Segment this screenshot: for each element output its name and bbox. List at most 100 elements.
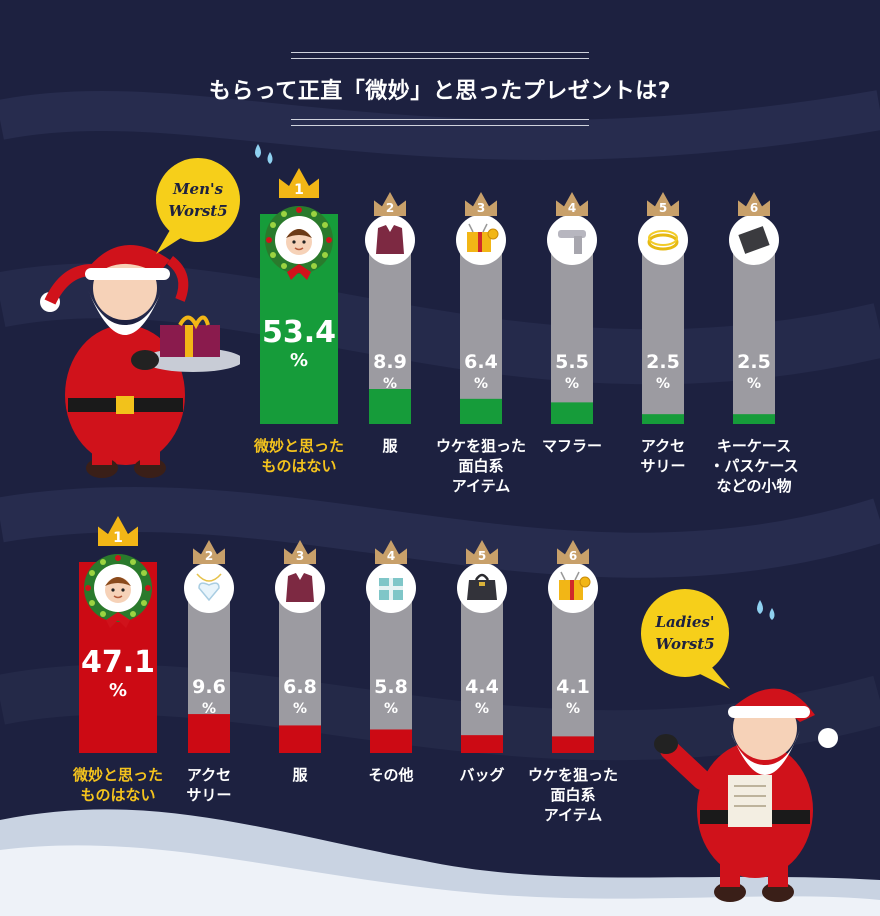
bar-group-top-rank: 47.1% 微妙と思ったものはない xyxy=(72,554,163,804)
rank-number: 6 xyxy=(750,201,758,215)
unit-label: % xyxy=(475,701,489,717)
scarf-icon xyxy=(558,230,586,254)
title-block: もらって正直「微妙」と思ったプレゼントは? xyxy=(0,52,880,126)
value-label: 2.5 xyxy=(737,351,771,373)
value-label: 6.4 xyxy=(464,351,498,373)
bar-group: 6.8% 服 xyxy=(275,562,325,784)
mens-badge-line1: Men's xyxy=(172,180,224,198)
title-rule-bottom xyxy=(291,119,589,126)
bar-group: 2.5% キーケース・パスケースなどの小物 xyxy=(709,214,799,495)
ladies-badge-line1: Ladies' xyxy=(654,613,714,631)
category-label: キーケース・パスケースなどの小物 xyxy=(709,437,798,495)
bar xyxy=(552,736,594,753)
bar-track-body xyxy=(733,235,775,424)
crown-icon: 1 xyxy=(279,168,319,198)
category-label: アクセサリー xyxy=(186,766,231,804)
handbag-icon xyxy=(467,573,497,600)
value-label: 6.8 xyxy=(283,676,317,698)
category-label: その他 xyxy=(368,766,413,784)
bar xyxy=(279,725,321,753)
gift-box-icon xyxy=(379,578,403,600)
gift-toy-icon xyxy=(467,223,499,252)
rank-number: 4 xyxy=(568,201,576,215)
bar-group: 5.5% マフラー xyxy=(542,214,602,455)
bar-group: 4.1% ウケを狙った面白系アイテム xyxy=(528,562,618,824)
unit-label: % xyxy=(293,701,307,717)
rank-number: 3 xyxy=(477,201,485,215)
bar-track-body xyxy=(460,235,502,424)
category-label: マフラー xyxy=(542,437,602,455)
crown-icon: 2 xyxy=(193,540,225,564)
crown-icon: 4 xyxy=(375,540,407,564)
bar xyxy=(733,414,775,424)
category-label: ウケを狙った面白系アイテム xyxy=(528,766,618,824)
value-label: 53.4 xyxy=(262,315,336,350)
rank-number: 5 xyxy=(478,549,486,563)
unit-label: % xyxy=(474,376,488,392)
unit-label: % xyxy=(202,701,216,717)
bar-group: 2.5% アクセサリー xyxy=(638,214,688,475)
ribbon-icon xyxy=(287,264,311,280)
shirt-icon xyxy=(286,573,314,602)
rank-number: 5 xyxy=(659,201,667,215)
rank-number: 1 xyxy=(294,182,304,198)
unit-label: % xyxy=(566,701,580,717)
unit-label: % xyxy=(656,376,670,392)
bar xyxy=(369,389,411,424)
category-label: アクセサリー xyxy=(640,437,685,475)
ribbon-icon xyxy=(106,612,130,628)
value-label: 8.9 xyxy=(373,351,407,373)
crown-icon: 1 xyxy=(98,516,138,546)
bar-track-body xyxy=(551,235,593,424)
value-label: 9.6 xyxy=(192,676,226,698)
key-case-icon xyxy=(738,226,770,254)
category-label: 微妙と思ったものはない xyxy=(253,437,344,475)
gift-toy-icon xyxy=(559,571,591,600)
ladies-badge-line2: Worst5 xyxy=(655,635,714,653)
bar xyxy=(461,735,503,753)
rank-number: 2 xyxy=(205,549,213,563)
value-label: 5.5 xyxy=(555,351,589,373)
bar-group: 5.8% その他 xyxy=(366,562,416,784)
santa-with-gift-illustration xyxy=(40,245,240,478)
ladies-worst5-badge: Ladies' Worst5 xyxy=(641,589,730,689)
boy-face-icon xyxy=(286,229,312,255)
rank-number: 1 xyxy=(113,530,123,546)
bar-group: 9.6% アクセサリー xyxy=(184,562,234,804)
girl-face-icon xyxy=(105,577,131,603)
sweat-drops-icon xyxy=(757,600,775,620)
category-label: バッグ xyxy=(459,766,504,784)
bar xyxy=(188,714,230,753)
crown-icon: 5 xyxy=(647,192,679,216)
shirt-icon xyxy=(376,225,404,254)
icon-circle xyxy=(638,215,688,265)
bar-group: 6.4% ウケを狙った面白系アイテム xyxy=(436,214,526,495)
crown-icon: 2 xyxy=(374,192,406,216)
rank-number: 4 xyxy=(387,549,395,563)
rank-number: 6 xyxy=(569,549,577,563)
bracelet-icon xyxy=(647,230,679,251)
bar xyxy=(460,398,502,424)
category-label: 服 xyxy=(382,437,398,455)
unit-label: % xyxy=(565,376,579,392)
sweat-drops-icon xyxy=(255,144,273,164)
icon-circle xyxy=(547,215,597,265)
mens-worst5-badge: Men's Worst5 xyxy=(156,158,240,254)
rank-number: 3 xyxy=(296,549,304,563)
category-label: 微妙と思ったものはない xyxy=(72,766,163,804)
unit-label: % xyxy=(109,680,127,701)
value-label: 47.1 xyxy=(81,645,155,680)
crown-icon: 5 xyxy=(466,540,498,564)
mens-badge-line2: Worst5 xyxy=(168,202,227,220)
value-label: 4.1 xyxy=(556,676,590,698)
crown-icon: 4 xyxy=(556,192,588,216)
bar xyxy=(642,414,684,424)
santa-with-letter-illustration xyxy=(654,688,838,902)
bar-group-top-rank: 53.4% 微妙と思ったものはない xyxy=(253,206,344,475)
crown-icon: 6 xyxy=(738,192,770,216)
heart-necklace-icon xyxy=(196,573,222,602)
value-label: 4.4 xyxy=(465,676,499,698)
